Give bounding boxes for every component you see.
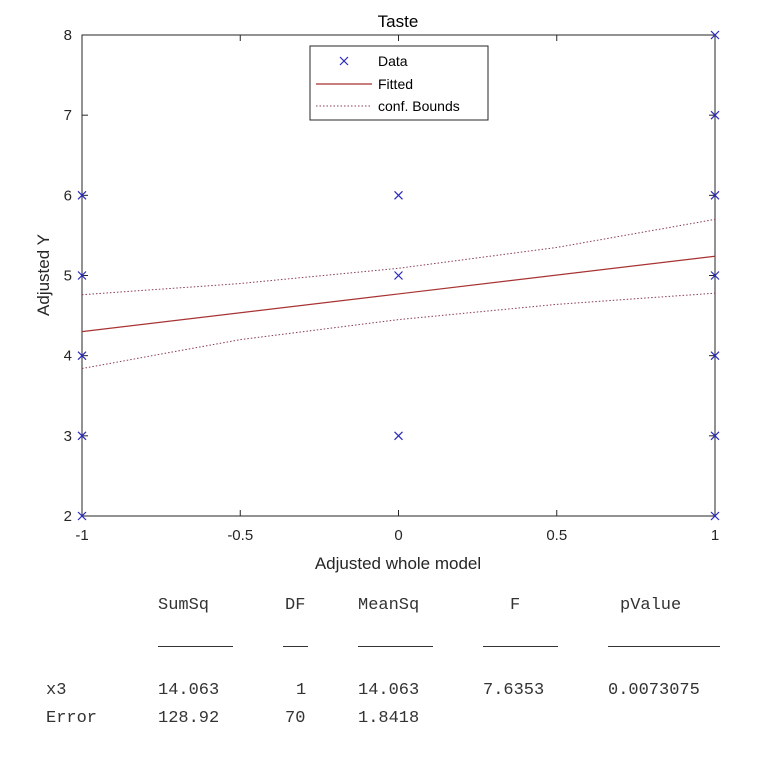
data-point [394, 271, 403, 280]
data-points [77, 30, 720, 521]
header-pvalue: pValue [620, 596, 682, 615]
header-sumsq: SumSq [158, 596, 210, 615]
conf-bound-upper [81, 218, 716, 296]
header-rule-f [483, 646, 558, 647]
data-point [394, 190, 403, 200]
legend-label-data: Data [378, 53, 408, 69]
y-tick-label: 4 [64, 348, 72, 365]
data-point [710, 30, 720, 40]
data-point [710, 511, 720, 521]
legend-box [309, 45, 489, 121]
legend-marker-data [339, 56, 349, 66]
row-error-label: Error [46, 709, 98, 728]
y-tick-label: 3 [64, 428, 72, 445]
fitted-line-path [81, 255, 716, 333]
header-df: DF [285, 596, 306, 615]
regression-chart: 2 3 4 5 6 7 8 -1 -0.5 0 0.5 1 Taste Adjusted whole… [34, 12, 720, 573]
y-tick-label: 6 [64, 187, 72, 204]
data-point [77, 271, 87, 280]
row-x3-meansq: 14.063 [358, 681, 420, 700]
y-tick-label: 2 [64, 508, 72, 525]
x-tick-label: -1 [75, 527, 88, 544]
x-axis: -1 -0.5 0 0.5 1 [75, 35, 719, 544]
row-x3-df: 1 [296, 681, 307, 700]
y-axis-label: Adjusted Y [34, 234, 53, 316]
row-x3-pvalue: 0.0073075 [608, 681, 700, 700]
data-point [77, 511, 87, 521]
conf-bound-lower [81, 292, 716, 369]
header-rule-meansq [358, 646, 433, 647]
data-point [710, 431, 720, 441]
header-meansq: MeanSq [358, 596, 420, 615]
data-point [77, 190, 87, 200]
row-error-meansq: 1.8418 [358, 709, 420, 728]
y-tick-label: 8 [64, 27, 72, 44]
header-rule-df [283, 646, 308, 647]
data-point [710, 110, 720, 120]
x-tick-label: -0.5 [227, 527, 253, 544]
conf-bounds-lines [81, 218, 716, 369]
legend-label-fitted: Fitted [378, 76, 413, 92]
x-tick-label: 0 [394, 527, 402, 544]
data-point [77, 431, 87, 441]
header-rule-pvalue [608, 646, 720, 647]
x-axis-label: Adjusted whole model [315, 554, 481, 573]
y-tick-label: 5 [64, 268, 72, 285]
x-tick-label: 1 [711, 527, 719, 544]
fitted-line [81, 255, 716, 333]
row-error-df: 70 [285, 709, 306, 728]
row-x3-sumsq: 14.063 [158, 681, 220, 700]
header-rule-sumsq [158, 646, 233, 647]
row-x3-label: x3 [46, 681, 67, 700]
chart-title: Taste [378, 12, 419, 31]
y-axis: 2 3 4 5 6 7 8 [64, 27, 715, 525]
data-point [394, 431, 403, 441]
legend: Data Fitted conf. Bounds [309, 45, 489, 121]
data-point [710, 271, 720, 280]
data-point [77, 351, 87, 361]
legend-label-conf: conf. Bounds [378, 98, 460, 114]
data-point [710, 351, 720, 361]
x-tick-label: 0.5 [546, 527, 567, 544]
row-x3-f: 7.6353 [483, 681, 545, 700]
row-error-sumsq: 128.92 [158, 709, 220, 728]
data-point [710, 190, 720, 200]
y-tick-label: 7 [64, 107, 72, 124]
header-f: F [510, 596, 521, 615]
